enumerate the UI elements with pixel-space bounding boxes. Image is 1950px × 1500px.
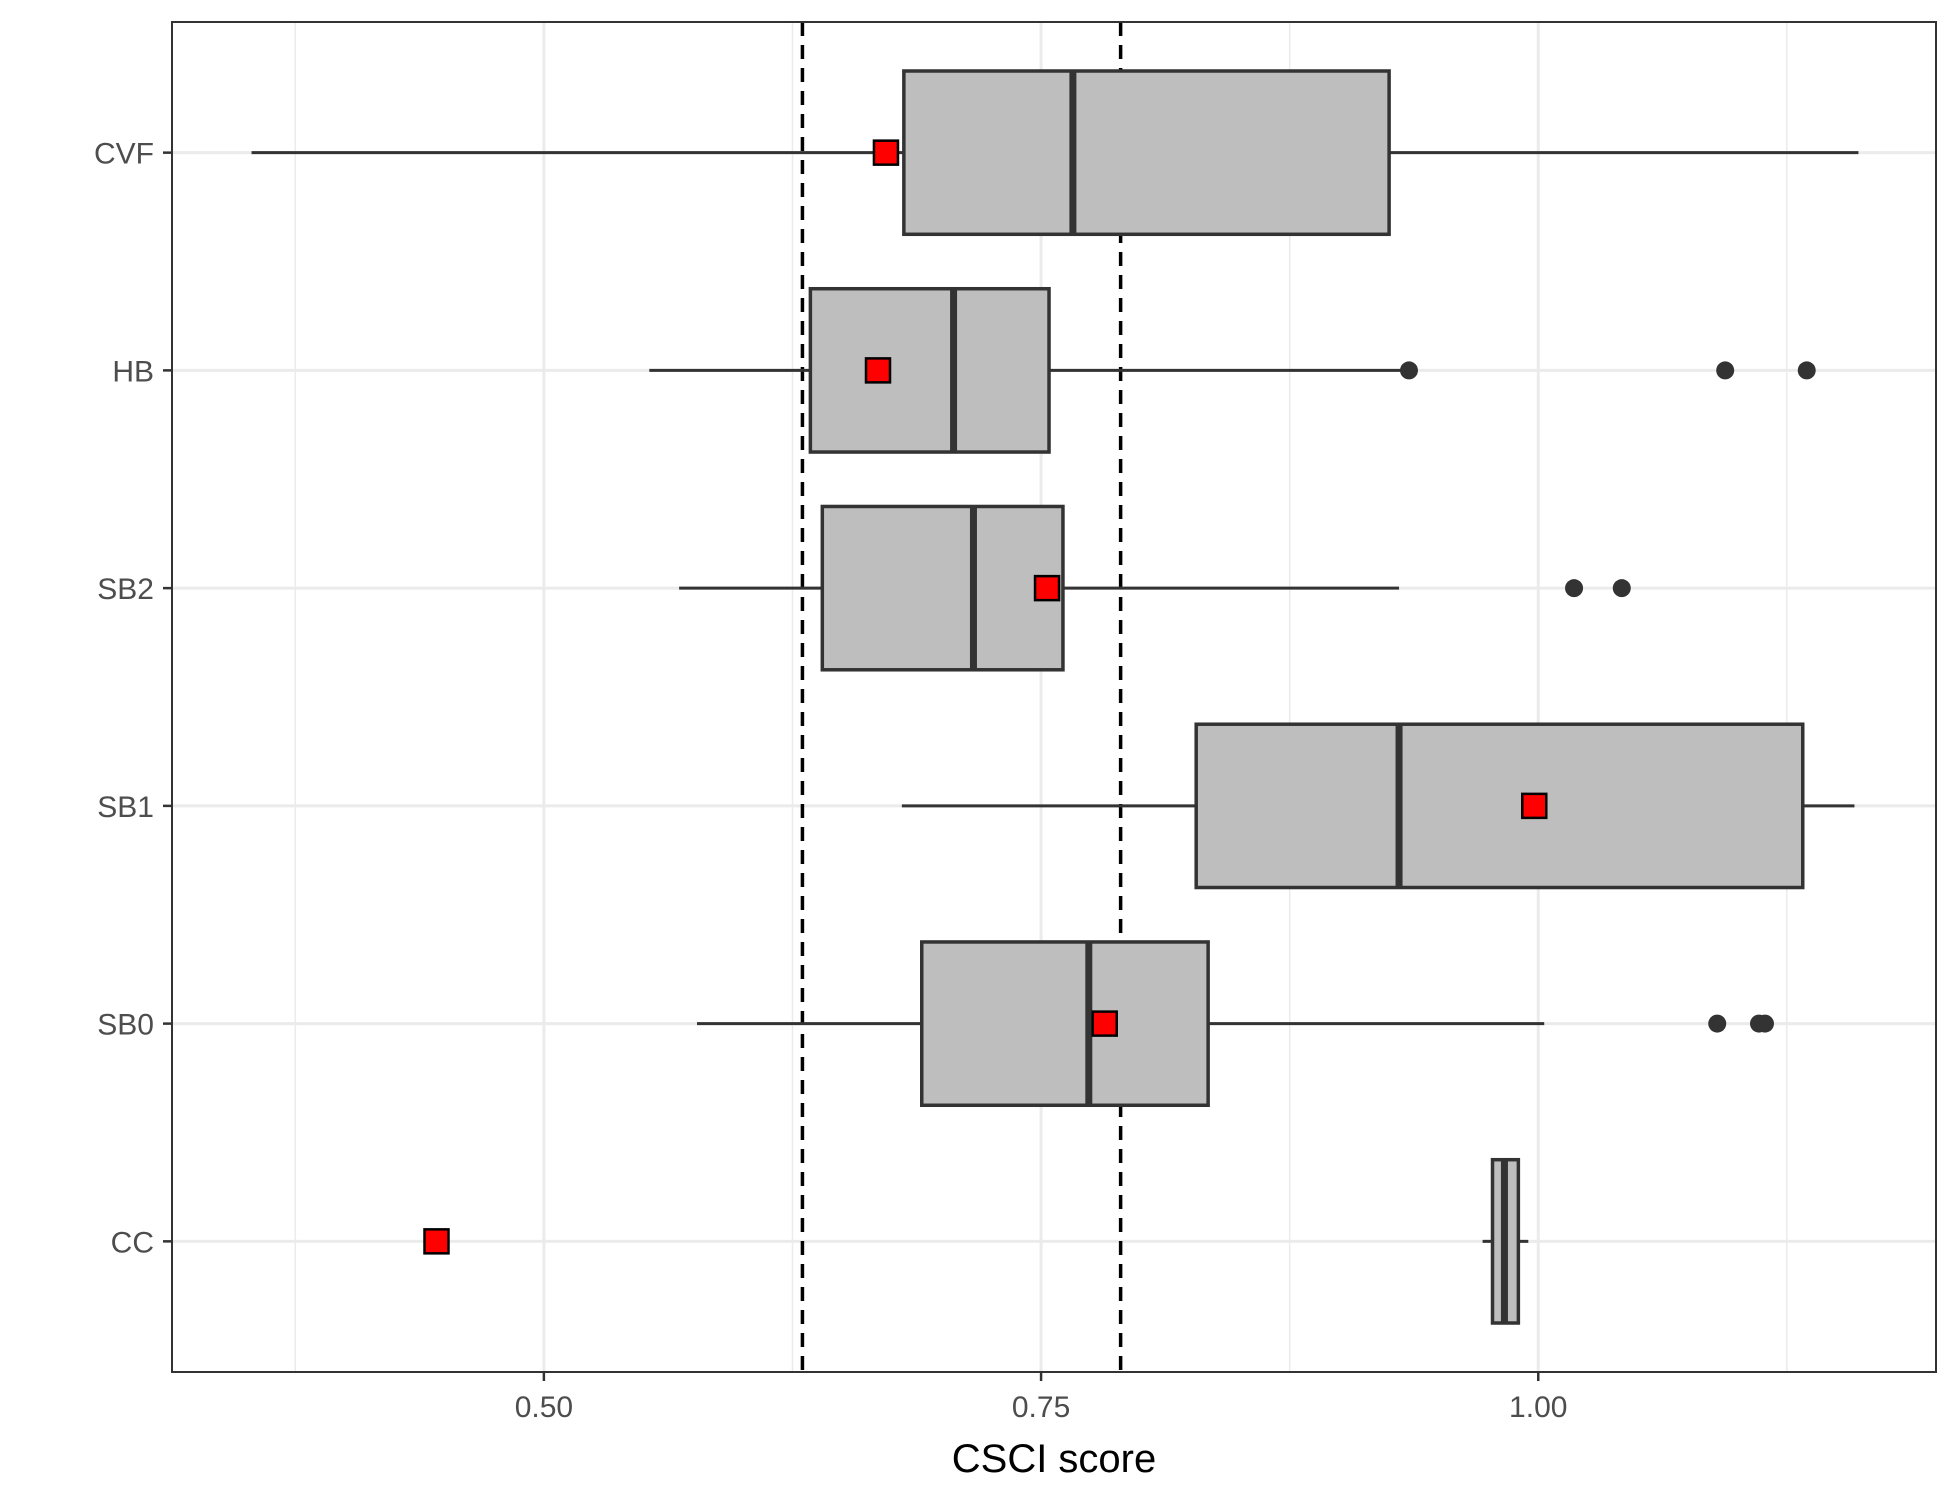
box-hb xyxy=(649,286,1816,454)
reference-lines xyxy=(800,22,1123,1372)
mean-marker-sb2 xyxy=(1033,574,1061,602)
iqr-box xyxy=(1194,722,1805,890)
y-tick-label: SB1 xyxy=(97,791,154,824)
box-sb0 xyxy=(697,940,1774,1108)
mean-marker-sb1 xyxy=(1521,792,1548,820)
x-axis-title: CSCI score xyxy=(952,1437,1157,1481)
axes: CVF HB SB2 SB1 SB0 CC 0.50 0.75 1.00 xyxy=(94,138,1567,1424)
box-sb2 xyxy=(679,504,1631,672)
panel-background xyxy=(172,22,1936,1372)
y-tick-label: SB0 xyxy=(97,1009,154,1042)
boxes xyxy=(251,69,1859,1325)
mean-marker-sb0 xyxy=(1091,1010,1118,1037)
y-tick-label: HB xyxy=(112,355,154,388)
box-cc xyxy=(1482,1157,1529,1325)
iqr-box xyxy=(808,286,1051,454)
y-tick-label: SB2 xyxy=(97,573,154,606)
outlier-point xyxy=(1755,1014,1774,1033)
x-tick-label: 1.00 xyxy=(1509,1391,1567,1424)
mean-markers xyxy=(423,139,1548,1255)
mean-marker-cvf xyxy=(872,139,900,166)
outlier-point xyxy=(1612,579,1631,598)
box-sb1 xyxy=(901,722,1855,890)
mean-marker-cc xyxy=(423,1228,450,1255)
y-tick-label: CVF xyxy=(94,138,154,171)
iqr-box xyxy=(902,69,1391,237)
x-tick-label: 0.75 xyxy=(1012,1391,1070,1424)
x-tick-label: 0.50 xyxy=(515,1391,573,1424)
outlier-point xyxy=(1797,361,1816,380)
outlier-point xyxy=(1716,361,1735,380)
box-cvf xyxy=(251,69,1859,237)
outlier-point xyxy=(1708,1014,1727,1033)
outlier-point xyxy=(1565,579,1584,598)
y-tick-label: CC xyxy=(111,1226,154,1259)
outlier-point xyxy=(1399,361,1418,380)
panel-border xyxy=(171,21,1937,1373)
mean-marker-hb xyxy=(864,357,892,384)
iqr-box xyxy=(820,504,1065,672)
iqr-box xyxy=(919,940,1210,1108)
